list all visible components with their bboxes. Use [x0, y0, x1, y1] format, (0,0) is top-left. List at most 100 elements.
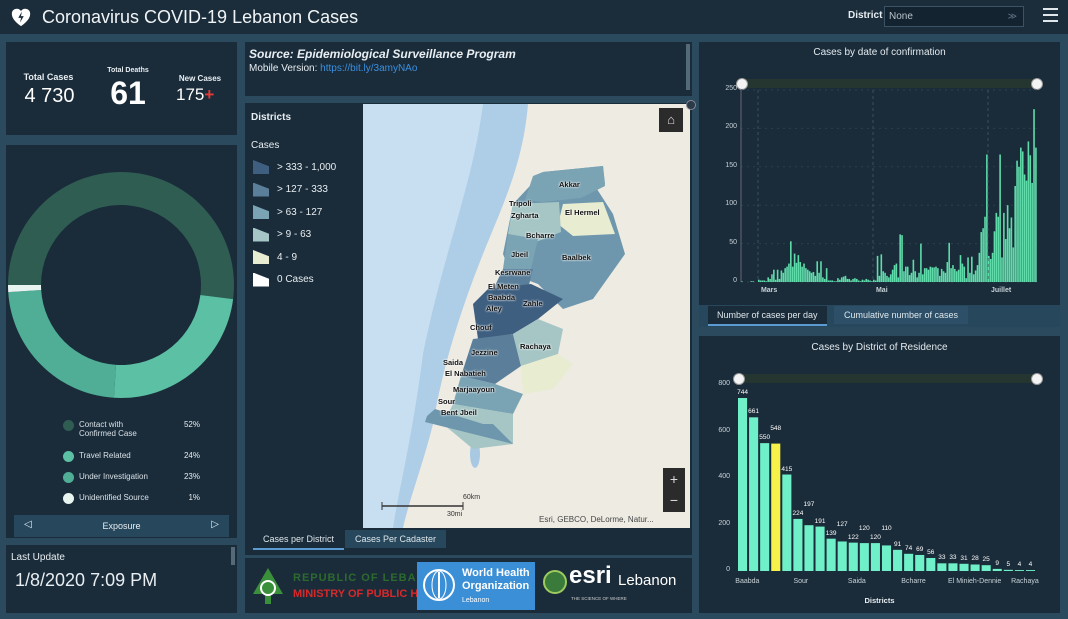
daily-bar[interactable] [942, 271, 945, 282]
daily-bar[interactable] [846, 278, 849, 282]
donut-slice[interactable] [8, 285, 42, 293]
daily-bar[interactable] [812, 272, 815, 282]
daily-bar[interactable] [940, 268, 943, 282]
daily-bar[interactable] [899, 234, 901, 282]
daily-bar[interactable] [954, 268, 956, 282]
daily-bar[interactable] [842, 276, 845, 282]
daily-bar[interactable] [867, 279, 869, 282]
daily-bar[interactable] [971, 256, 973, 282]
daily-bar[interactable] [793, 253, 796, 282]
daily-bar[interactable] [957, 269, 960, 282]
daily-bar[interactable] [774, 279, 777, 282]
district-select[interactable]: None ≫ [884, 6, 1024, 27]
daily-bar[interactable] [935, 266, 937, 282]
district-bar[interactable] [915, 554, 925, 571]
daily-bar[interactable] [1001, 257, 1003, 282]
daily-bar[interactable] [788, 263, 790, 282]
exposure-legend-item[interactable]: Contact with Confirmed Case [63, 420, 161, 438]
daily-bar[interactable] [965, 278, 967, 282]
district-bar[interactable] [881, 545, 892, 571]
daily-bar[interactable] [844, 275, 847, 282]
daily-bar[interactable] [791, 266, 794, 282]
daily-bar[interactable] [806, 269, 809, 282]
scrollbar[interactable] [686, 44, 690, 90]
previous-arrow-icon[interactable]: ◁ [24, 519, 32, 530]
daily-bar[interactable] [916, 277, 918, 282]
daily-bar[interactable] [986, 154, 988, 282]
daily-bar[interactable] [972, 274, 975, 282]
daily-bar[interactable] [848, 278, 851, 282]
daily-bar[interactable] [920, 243, 922, 282]
daily-bar[interactable] [946, 262, 949, 282]
expand-icon[interactable] [686, 100, 696, 110]
daily-bar[interactable] [761, 280, 764, 282]
daily-bar[interactable] [961, 263, 964, 282]
district-bar[interactable] [859, 543, 869, 571]
zoom-in-button[interactable]: + [669, 471, 679, 487]
daily-bar[interactable] [927, 269, 930, 282]
next-arrow-icon[interactable]: ▷ [211, 519, 219, 530]
district-label[interactable]: Chouf [470, 323, 492, 332]
daily-bar[interactable] [905, 266, 907, 282]
daily-bar[interactable] [921, 274, 924, 282]
district-label[interactable]: Aley [486, 304, 502, 313]
daily-bar[interactable] [741, 281, 743, 282]
district-label[interactable]: Baabda [488, 293, 516, 302]
daily-bar[interactable] [963, 266, 966, 282]
range-end-handle[interactable] [1031, 373, 1043, 385]
mobile-version-link[interactable]: https://bit.ly/3amyNAo [320, 63, 418, 74]
district-label[interactable]: Marjaayoun [453, 385, 495, 394]
daily-bar[interactable] [822, 277, 824, 282]
daily-bar[interactable] [757, 279, 760, 282]
district-bar[interactable] [738, 398, 748, 571]
daily-bar[interactable] [1021, 151, 1024, 282]
daily-bar[interactable] [984, 216, 986, 282]
daily-bar[interactable] [816, 261, 819, 282]
tab-cases-per-district[interactable]: Cases per District [253, 530, 345, 550]
daily-bar[interactable] [987, 255, 990, 282]
daily-bar[interactable] [850, 280, 852, 282]
district-label[interactable]: Jbeil [511, 250, 529, 259]
daily-bar[interactable] [797, 255, 800, 282]
district-bar[interactable] [904, 553, 914, 571]
map-attribution[interactable]: Esri, GEBCO, DeLorme, Natur... [539, 515, 654, 524]
district-label[interactable]: Akkar [559, 180, 580, 189]
donut-slice[interactable] [8, 172, 234, 300]
daily-bar[interactable] [773, 269, 775, 282]
daily-bar[interactable] [889, 274, 892, 282]
daily-bar[interactable] [910, 272, 913, 282]
daily-bar[interactable] [827, 280, 830, 282]
daily-bar[interactable] [918, 272, 920, 282]
daily-bar[interactable] [1012, 247, 1015, 282]
daily-bar[interactable] [995, 212, 998, 282]
range-start-handle[interactable] [733, 373, 745, 385]
daily-bar[interactable] [778, 278, 781, 282]
daily-bar[interactable] [780, 270, 783, 282]
district-bar[interactable] [959, 563, 969, 571]
scrollbar[interactable] [231, 547, 235, 565]
daily-bar[interactable] [967, 257, 969, 282]
district-bar[interactable] [782, 474, 792, 571]
daily-bar[interactable] [759, 280, 762, 282]
exposure-legend-item[interactable]: Unidentified Source [63, 493, 161, 504]
daily-bar[interactable] [969, 272, 971, 282]
daily-bar[interactable] [982, 228, 984, 282]
daily-bar[interactable] [784, 268, 786, 282]
daily-bar[interactable] [840, 277, 843, 282]
district-bar[interactable] [1003, 569, 1013, 571]
daily-bar[interactable] [769, 278, 771, 282]
map-view[interactable]: Akkar Tripoli Zgharta El Hermel Bcharre Jbeil… [363, 104, 690, 528]
daily-bar[interactable] [891, 269, 894, 282]
district-label[interactable]: El Meten [488, 282, 519, 291]
daily-bar[interactable] [938, 275, 941, 282]
daily-bar[interactable] [818, 272, 820, 282]
daily-bar[interactable] [901, 235, 903, 282]
daily-bar[interactable] [912, 259, 915, 282]
district-label[interactable]: Bent Jbeil [441, 408, 477, 417]
district-bar[interactable] [870, 543, 880, 571]
daily-bar[interactable] [786, 266, 788, 282]
daily-bar[interactable] [999, 154, 1001, 282]
daily-bar[interactable] [884, 272, 886, 282]
daily-bar[interactable] [810, 272, 813, 282]
daily-bar[interactable] [908, 275, 911, 282]
